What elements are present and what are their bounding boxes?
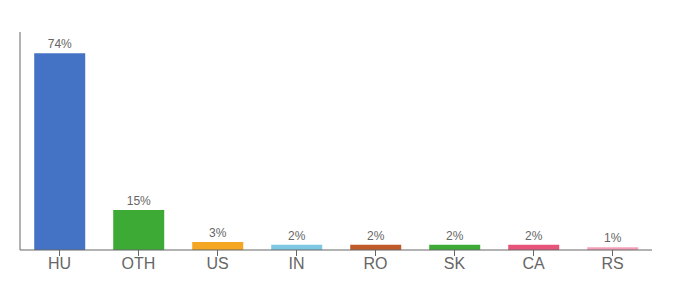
svg-text:3%: 3% bbox=[209, 226, 227, 240]
svg-text:2%: 2% bbox=[446, 229, 464, 243]
svg-text:2%: 2% bbox=[367, 229, 385, 243]
svg-text:SK: SK bbox=[444, 255, 466, 272]
svg-text:US: US bbox=[206, 255, 228, 272]
svg-text:HU: HU bbox=[48, 255, 71, 272]
svg-text:1%: 1% bbox=[604, 231, 622, 245]
svg-text:OTH: OTH bbox=[122, 255, 156, 272]
svg-text:2%: 2% bbox=[525, 229, 543, 243]
svg-text:15%: 15% bbox=[127, 194, 151, 208]
svg-text:RO: RO bbox=[364, 255, 388, 272]
svg-text:CA: CA bbox=[522, 255, 545, 272]
svg-text:2%: 2% bbox=[288, 229, 306, 243]
svg-text:RS: RS bbox=[601, 255, 623, 272]
svg-text:IN: IN bbox=[289, 255, 305, 272]
svg-text:74%: 74% bbox=[48, 37, 72, 51]
